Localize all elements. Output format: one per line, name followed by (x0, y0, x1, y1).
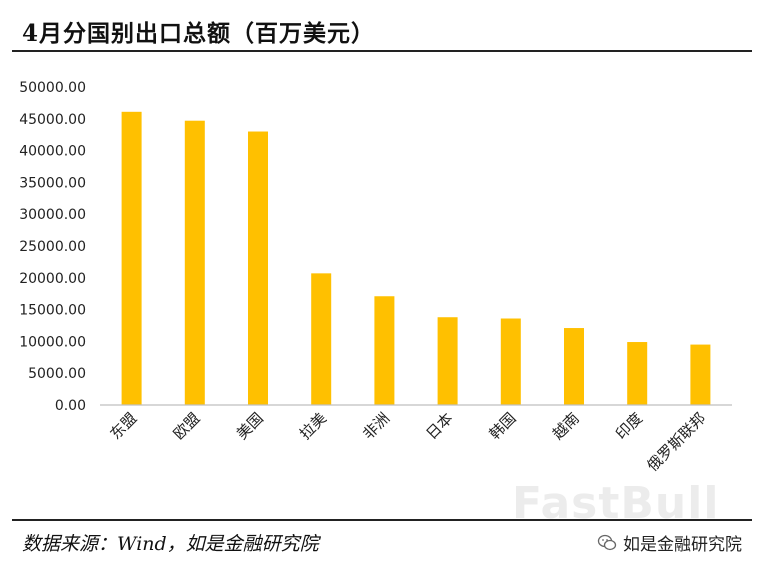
bar-chart: 0.00 5000.00 10000.00 15000.00 20000.00 25000… (19, 80, 732, 475)
bar (437, 317, 458, 405)
wechat-account-name: 如是金融研究院 (623, 535, 742, 555)
watermark-logo: FastBull (512, 478, 720, 529)
bar (500, 318, 521, 405)
x-tick-label: 东盟 (106, 409, 140, 443)
y-tick-label: 40000.00 (19, 144, 86, 160)
x-tick-label: 拉美 (296, 409, 330, 443)
wechat-account: 如是金融研究院 (597, 530, 742, 555)
y-tick-label: 10000.00 (19, 334, 86, 350)
y-tick-label: 20000.00 (19, 271, 86, 287)
bar (627, 342, 648, 405)
x-tick-label: 越南 (549, 409, 583, 443)
footer-divider (12, 519, 752, 521)
y-tick-label: 25000.00 (19, 239, 86, 255)
wechat-icon (597, 534, 617, 550)
bar (564, 328, 584, 405)
x-tick-label: 俄罗斯联邦 (643, 409, 709, 475)
x-tick-label: 非洲 (359, 409, 393, 443)
x-tick-label: 美国 (233, 409, 267, 443)
source-note: 数据来源：Wind，如是金融研究院 (22, 533, 319, 555)
y-tick-label: 0.00 (55, 398, 86, 414)
x-tick-label: 欧盟 (170, 409, 204, 443)
y-tick-label: 30000.00 (19, 207, 86, 223)
bars (121, 111, 711, 405)
y-tick-label: 5000.00 (28, 366, 86, 382)
bar (690, 344, 711, 405)
bar (121, 111, 142, 405)
bar (248, 131, 268, 405)
title-divider (12, 50, 752, 52)
y-tick-label: 50000.00 (19, 80, 86, 96)
y-tick-label: 35000.00 (19, 175, 86, 191)
y-axis: 0.00 5000.00 10000.00 15000.00 20000.00 25000… (19, 80, 86, 414)
x-tick-label: 印度 (612, 409, 646, 443)
y-tick-label: 45000.00 (19, 112, 86, 128)
bar (311, 273, 332, 405)
x-tick-label: 韩国 (486, 409, 520, 443)
bar (184, 120, 205, 405)
x-tick-label: 日本 (422, 409, 456, 443)
chart-title: 4月分国别出口总额（百万美元） (22, 20, 376, 47)
y-tick-label: 15000.00 (19, 303, 86, 319)
bar (374, 296, 395, 405)
